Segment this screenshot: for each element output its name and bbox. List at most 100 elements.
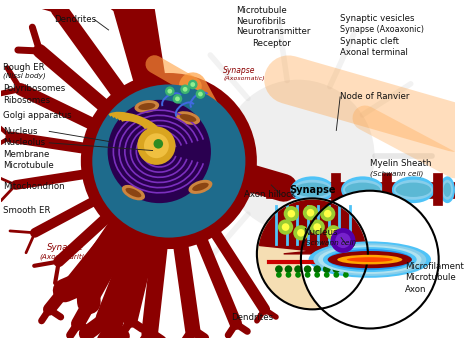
Circle shape <box>333 272 339 278</box>
Circle shape <box>332 265 340 273</box>
Circle shape <box>335 233 351 248</box>
Text: Neurotransmitter: Neurotransmitter <box>236 28 310 36</box>
Circle shape <box>257 198 368 309</box>
Circle shape <box>330 228 356 253</box>
Ellipse shape <box>138 103 155 110</box>
Circle shape <box>343 272 349 278</box>
Ellipse shape <box>292 180 332 200</box>
Ellipse shape <box>440 176 455 203</box>
Circle shape <box>282 223 290 231</box>
Text: Synapse (Axoaxonic): Synapse (Axoaxonic) <box>340 25 424 34</box>
Ellipse shape <box>176 111 200 125</box>
Circle shape <box>180 85 190 94</box>
Circle shape <box>324 272 329 278</box>
Ellipse shape <box>337 255 402 265</box>
Circle shape <box>324 210 331 217</box>
Text: Axon: Axon <box>405 285 427 294</box>
Text: Nucleus: Nucleus <box>3 127 38 136</box>
Ellipse shape <box>323 247 417 272</box>
Text: Microtubule: Microtubule <box>236 6 287 15</box>
Ellipse shape <box>442 180 453 200</box>
Circle shape <box>307 209 314 216</box>
Ellipse shape <box>291 176 334 203</box>
Text: Dendrites: Dendrites <box>231 312 273 322</box>
Ellipse shape <box>444 183 451 197</box>
Text: Synaptic cleft: Synaptic cleft <box>340 37 399 46</box>
Circle shape <box>304 265 311 273</box>
Text: Mitochondrion: Mitochondrion <box>3 182 65 191</box>
Circle shape <box>275 265 283 273</box>
Ellipse shape <box>180 114 196 122</box>
Text: Membrane: Membrane <box>3 150 50 159</box>
Ellipse shape <box>328 249 412 270</box>
Text: (Schwann cell): (Schwann cell) <box>303 239 356 246</box>
Text: (Axodendritic): (Axodendritic) <box>40 254 91 260</box>
Circle shape <box>175 96 180 101</box>
Circle shape <box>313 223 321 231</box>
Text: Microtubule: Microtubule <box>405 273 456 282</box>
Circle shape <box>196 89 205 99</box>
Circle shape <box>188 80 198 89</box>
Circle shape <box>173 94 182 104</box>
Text: Nucleus: Nucleus <box>303 228 337 237</box>
Ellipse shape <box>126 188 141 197</box>
Circle shape <box>198 92 203 96</box>
Circle shape <box>283 206 299 221</box>
Text: Rough ER: Rough ER <box>3 63 45 72</box>
Circle shape <box>313 265 321 273</box>
Circle shape <box>182 87 188 92</box>
Text: Synapse: Synapse <box>289 185 336 195</box>
Circle shape <box>154 139 163 149</box>
Text: Smooth ER: Smooth ER <box>3 206 51 215</box>
Text: Axonal terminal: Axonal terminal <box>340 49 408 57</box>
Ellipse shape <box>328 251 412 268</box>
Circle shape <box>295 272 301 278</box>
Text: Ribosomes: Ribosomes <box>3 96 50 105</box>
Circle shape <box>314 272 320 278</box>
Ellipse shape <box>189 180 212 194</box>
Text: Microfilament: Microfilament <box>405 262 464 271</box>
Ellipse shape <box>294 183 330 197</box>
Circle shape <box>81 73 257 249</box>
Circle shape <box>288 210 295 217</box>
Text: Synapse: Synapse <box>47 243 84 252</box>
Text: (Nissl body): (Nissl body) <box>3 73 46 79</box>
Circle shape <box>92 85 246 238</box>
Circle shape <box>144 133 169 158</box>
Circle shape <box>294 265 302 273</box>
Ellipse shape <box>309 241 431 278</box>
Circle shape <box>320 206 335 221</box>
Circle shape <box>310 219 325 235</box>
Ellipse shape <box>122 185 145 200</box>
Text: (Axosomatic): (Axosomatic) <box>223 76 265 81</box>
Circle shape <box>221 80 374 233</box>
Circle shape <box>342 265 350 273</box>
Circle shape <box>137 127 175 165</box>
Ellipse shape <box>394 180 433 200</box>
Circle shape <box>323 265 330 273</box>
Ellipse shape <box>313 243 426 276</box>
Circle shape <box>276 272 282 278</box>
Text: Nucleolus: Nucleolus <box>3 138 46 147</box>
Text: Receptor: Receptor <box>252 39 291 48</box>
Circle shape <box>286 272 292 278</box>
Circle shape <box>191 82 195 87</box>
Text: (Schwann cell): (Schwann cell) <box>370 170 423 177</box>
Circle shape <box>165 86 174 96</box>
Ellipse shape <box>396 183 431 197</box>
Polygon shape <box>259 200 365 254</box>
Text: Dendrites: Dendrites <box>54 15 96 24</box>
Circle shape <box>326 225 341 240</box>
Ellipse shape <box>192 183 209 191</box>
Ellipse shape <box>345 183 380 197</box>
Circle shape <box>329 229 337 237</box>
Circle shape <box>278 219 293 235</box>
Text: Synapse: Synapse <box>223 66 256 75</box>
Ellipse shape <box>343 180 382 200</box>
Ellipse shape <box>135 100 159 113</box>
Circle shape <box>303 205 318 221</box>
Text: Neurofibrils: Neurofibrils <box>236 17 285 26</box>
Circle shape <box>167 89 172 94</box>
Circle shape <box>305 272 310 278</box>
Text: Axon hillock: Axon hillock <box>245 190 296 199</box>
